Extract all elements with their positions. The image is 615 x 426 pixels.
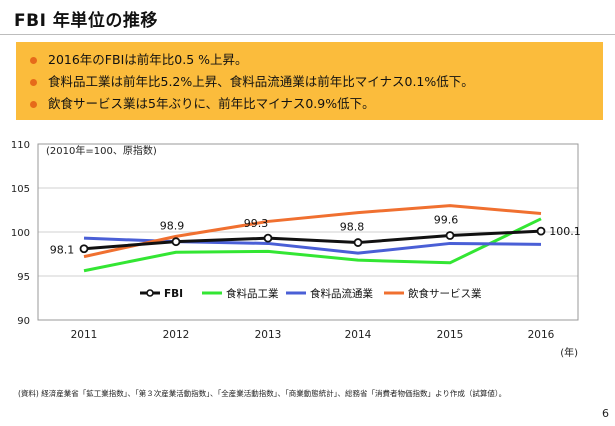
- page-title: FBI 年単位の推移: [14, 11, 158, 31]
- data-label: 100.1: [549, 225, 581, 238]
- bullet-icon: [30, 79, 37, 86]
- series-line-fbi: [83, 229, 542, 251]
- data-point: [353, 238, 363, 247]
- summary-text: 2016年のFBIは前年比0.5 %上昇。: [48, 52, 248, 67]
- legend-label: 食料品工業: [226, 287, 279, 300]
- legend-label: FBI: [164, 288, 183, 300]
- y-tick-label: 100: [11, 228, 30, 239]
- line-chart: 90 95 100 105 110 (2010年=100、原指数) 2011 2012 2013…: [11, 140, 581, 359]
- series-line-1: [83, 217, 542, 273]
- data-point: [263, 233, 273, 243]
- legend-label: 食料品流通業: [310, 287, 373, 300]
- x-unit-label: (年): [560, 346, 578, 359]
- x-tick-label: 2011: [71, 329, 98, 341]
- title-divider: [0, 34, 615, 35]
- x-tick-label: 2016: [528, 329, 555, 341]
- summary-item: 飲食サービス業は5年ぶりに、前年比マイナス0.9%低下。: [30, 93, 603, 115]
- summary-text: 飲食サービス業は5年ぶりに、前年比マイナス0.9%低下。: [48, 96, 375, 111]
- y-tick-label: 105: [11, 184, 30, 195]
- data-label: 98.1: [50, 244, 75, 257]
- y-tick-label: 90: [17, 316, 30, 327]
- source-note: (資料) 経済産業省「鉱工業指数」、「第３次産業活動指数」、「全産業活動指数」、…: [18, 389, 507, 398]
- data-point: [445, 231, 455, 240]
- data-point: [79, 244, 89, 254]
- bullet-icon: [30, 101, 37, 108]
- data-label: 99.3: [244, 217, 269, 230]
- chart-annotation: (2010年=100、原指数): [46, 144, 157, 157]
- data-point: [536, 226, 546, 236]
- x-tick-label: 2013: [255, 329, 282, 341]
- series-line-3: [83, 204, 542, 259]
- y-tick-label: 110: [11, 140, 30, 151]
- bullet-icon: [30, 57, 37, 64]
- data-label: 98.9: [160, 220, 185, 233]
- summary-item: 食料品工業は前年比5.2%上昇、食料品流通業は前年比マイナス0.1%低下。: [30, 71, 603, 93]
- page-number: 6: [602, 407, 609, 420]
- x-tick-label: 2012: [163, 329, 190, 341]
- legend-marker: [146, 289, 154, 297]
- data-point: [171, 237, 181, 247]
- data-label: 99.6: [434, 214, 459, 227]
- legend-label: 飲食サービス業: [408, 287, 482, 300]
- data-label: 98.8: [340, 221, 365, 234]
- summary-item: 2016年のFBIは前年比0.5 %上昇。: [30, 49, 603, 71]
- plot-frame: [37, 143, 579, 321]
- x-tick-label: 2014: [345, 329, 372, 341]
- summary-box: 2016年のFBIは前年比0.5 %上昇。 食料品工業は前年比5.2%上昇、食料…: [16, 42, 603, 120]
- y-tick-label: 95: [17, 272, 30, 283]
- summary-text: 食料品工業は前年比5.2%上昇、食料品流通業は前年比マイナス0.1%低下。: [48, 74, 474, 89]
- x-tick-label: 2015: [437, 329, 464, 341]
